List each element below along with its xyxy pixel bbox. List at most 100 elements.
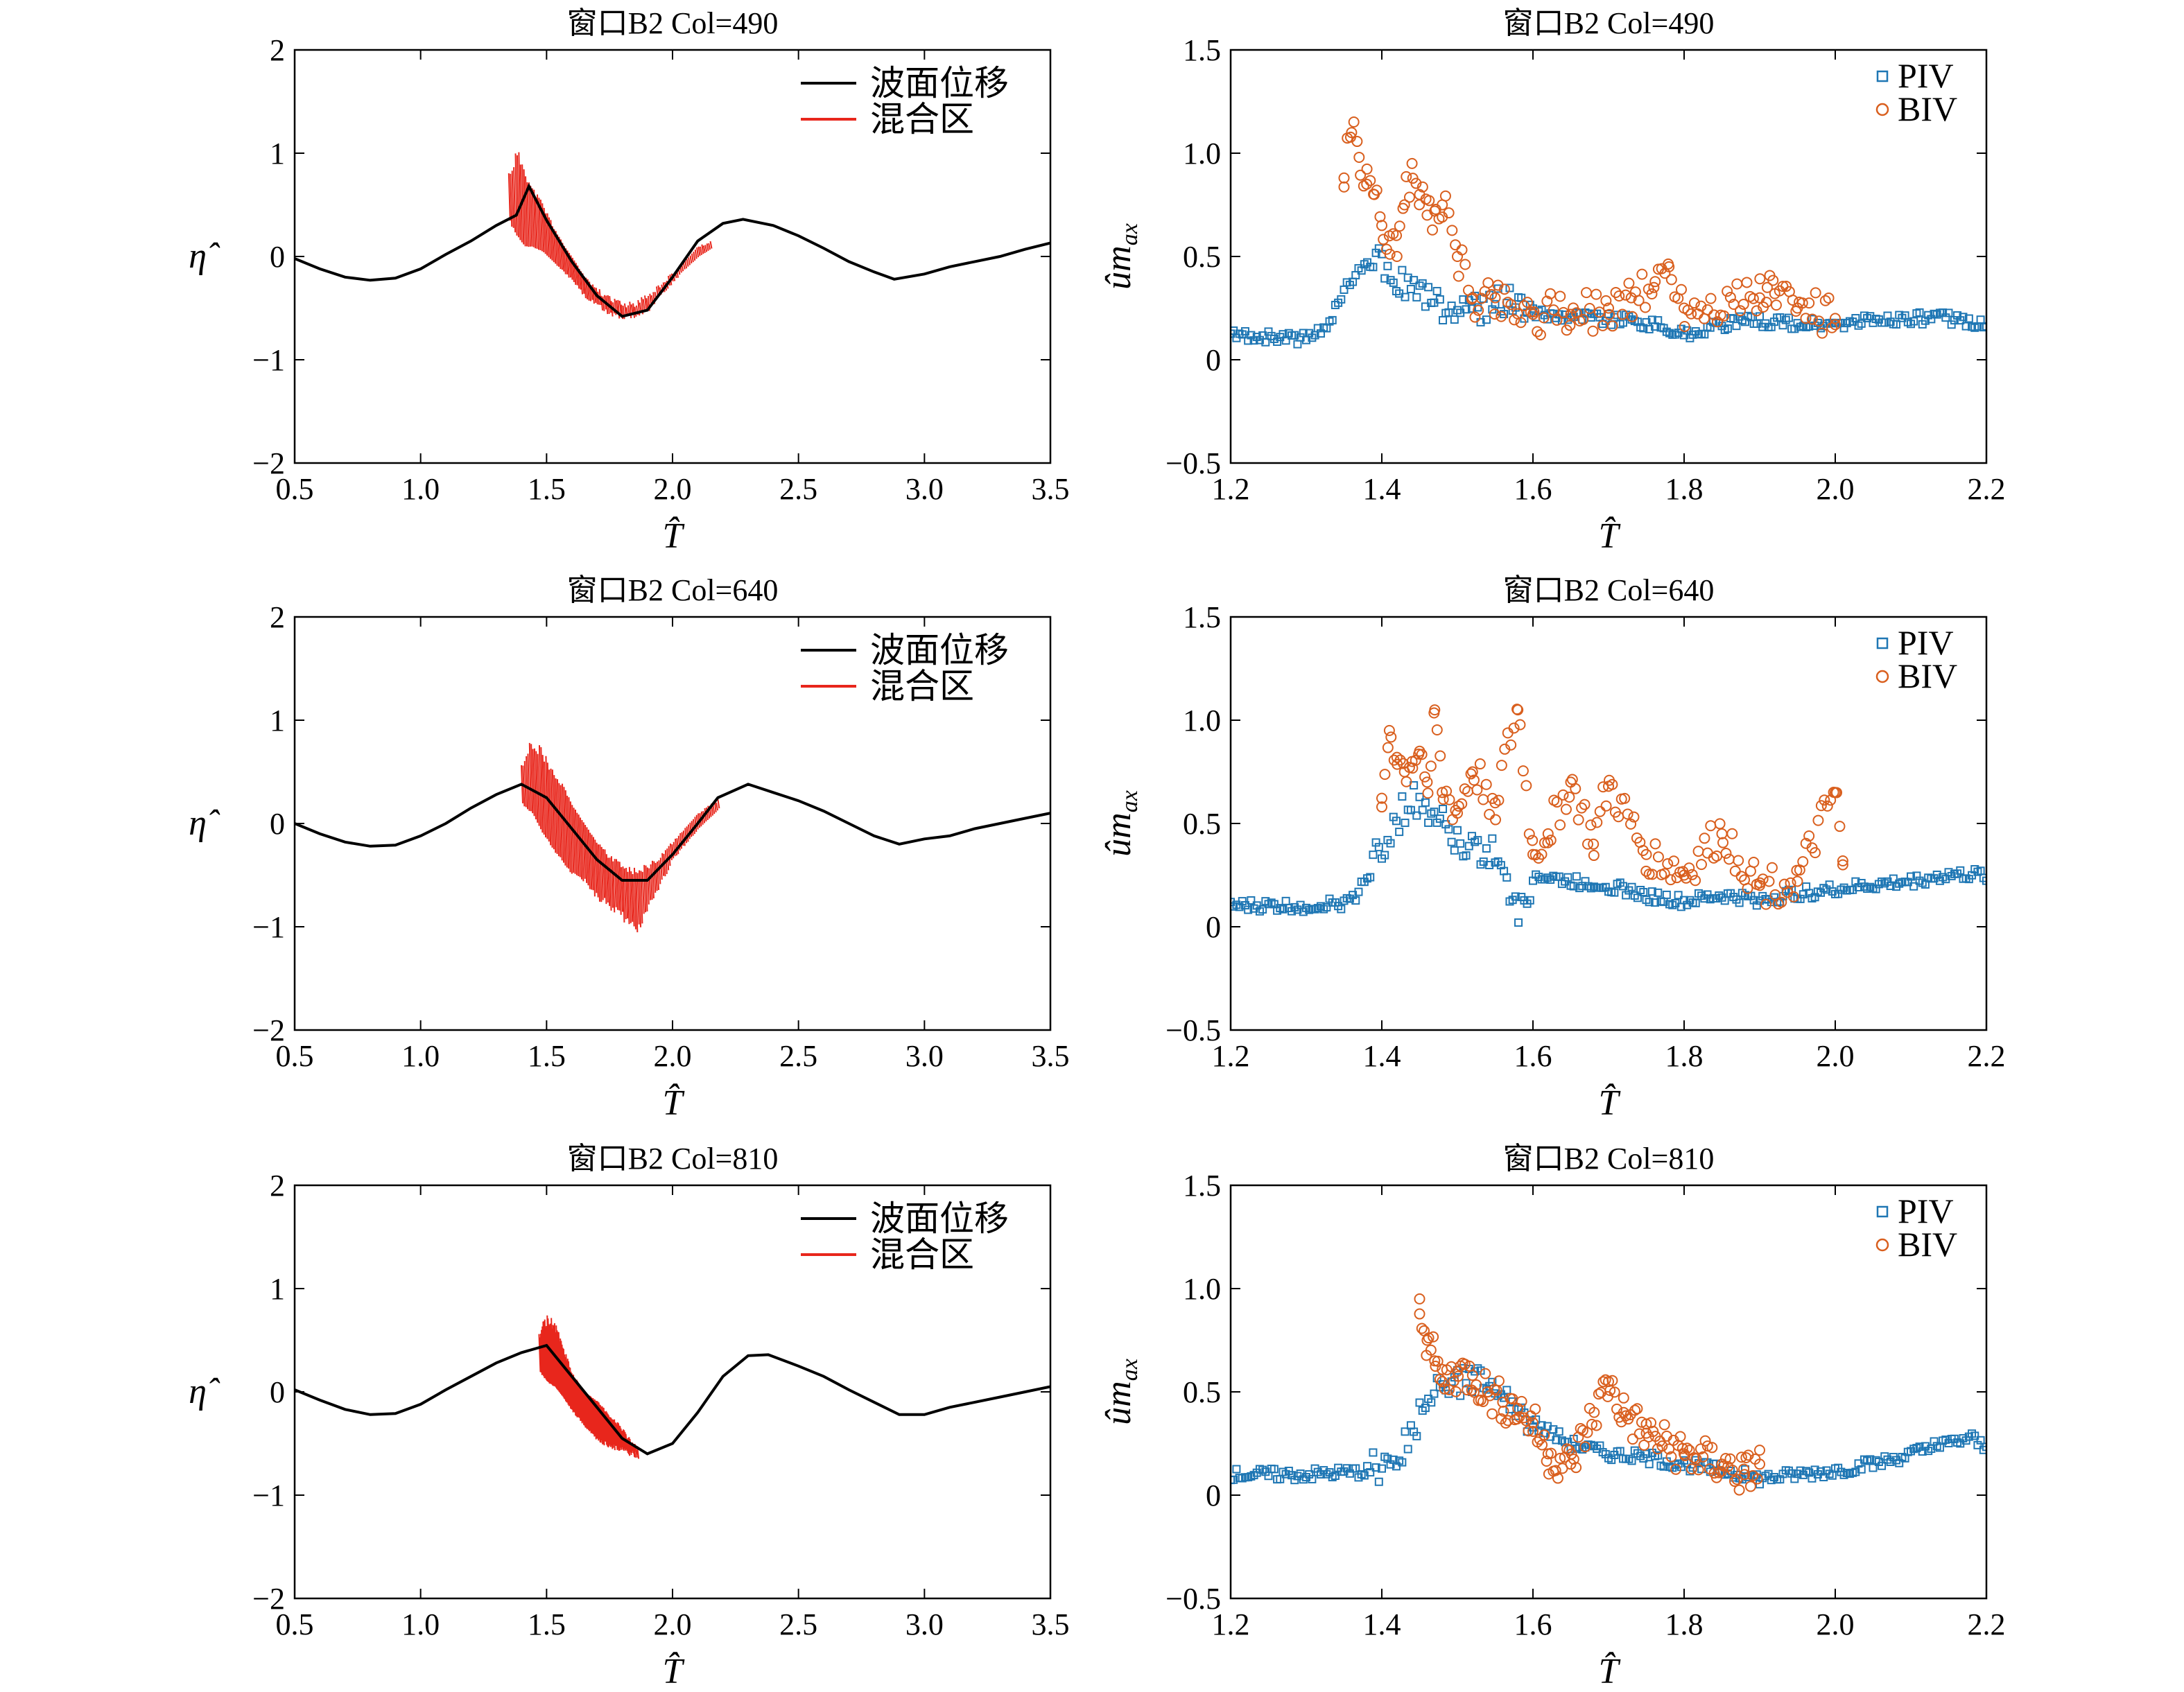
legend-piv-label: PIV — [1898, 56, 1954, 95]
mixing-stroke — [521, 164, 525, 245]
biv-point — [1423, 1332, 1435, 1344]
biv-point — [1819, 295, 1831, 306]
piv-point — [1909, 317, 1918, 326]
mixing-stroke — [696, 247, 700, 258]
piv-point — [1961, 322, 1970, 331]
biv-point — [1638, 1439, 1650, 1451]
biv-point — [1548, 304, 1559, 316]
biv-point — [1663, 261, 1675, 272]
biv-point — [1527, 835, 1539, 846]
mixing-stroke — [708, 243, 711, 250]
mixing-stroke — [562, 783, 565, 863]
piv-point — [1645, 324, 1654, 333]
biv-point — [1364, 175, 1376, 186]
biv-point — [1456, 244, 1468, 256]
biv-point — [1353, 151, 1365, 163]
mixing-stroke — [538, 745, 541, 830]
mixing-stroke — [681, 265, 684, 272]
x-tick-label: 2.2 — [1968, 472, 2006, 506]
biv-point — [1554, 290, 1566, 302]
wave-line — [295, 183, 1050, 318]
biv-point — [1394, 754, 1406, 766]
biv-point — [1462, 785, 1474, 797]
mixing-stroke — [533, 189, 537, 249]
biv-point — [1423, 195, 1435, 207]
piv-point — [1366, 1468, 1375, 1477]
x-tick-label: 0.5 — [276, 472, 314, 506]
piv-point — [1651, 898, 1660, 907]
y-tick-label: 0 — [1206, 1479, 1221, 1512]
biv-point — [1665, 874, 1676, 886]
plot-frame — [1229, 49, 1988, 464]
piv-point — [1406, 805, 1415, 814]
biv-point — [1748, 857, 1760, 869]
biv-point — [1482, 277, 1494, 288]
biv-point — [1837, 855, 1848, 867]
biv-point — [1646, 288, 1658, 300]
y-tick-label: 0 — [1206, 343, 1221, 377]
biv-point — [1539, 1429, 1550, 1441]
x-tick-label: 1.2 — [1212, 1607, 1250, 1641]
mixing-stroke — [582, 1388, 585, 1425]
biv-point — [1444, 794, 1455, 805]
mixing-stroke — [550, 768, 553, 848]
mixing-stroke — [600, 846, 604, 900]
biv-point — [1735, 305, 1747, 317]
biv-point — [1810, 287, 1821, 299]
biv-point — [1532, 326, 1543, 338]
biv-point — [1787, 295, 1799, 306]
mixing-stroke — [573, 1377, 577, 1416]
piv-point — [1369, 851, 1378, 860]
piv-point — [1964, 314, 1973, 323]
biv-point — [1577, 313, 1589, 325]
mixing-stroke — [537, 753, 540, 826]
biv-point — [1525, 306, 1536, 317]
chart-title: 窗口B2 Col=640 — [1503, 573, 1715, 607]
biv-point — [1508, 722, 1520, 734]
y-tick-label: 1.5 — [1183, 600, 1221, 634]
piv-point — [1654, 1451, 1663, 1460]
mixing-stroke — [591, 835, 594, 891]
y-tick-label: 2 — [270, 33, 285, 67]
biv-point — [1622, 808, 1633, 820]
biv-point — [1487, 1408, 1498, 1420]
mixing-stroke — [632, 873, 635, 927]
biv-point — [1609, 1386, 1620, 1398]
biv-point — [1338, 181, 1350, 193]
biv-point — [1800, 313, 1812, 324]
x-tick-label: 1.0 — [401, 1607, 440, 1641]
mixing-stroke — [605, 854, 609, 903]
piv-point — [1618, 882, 1627, 891]
mixing-stroke — [547, 1318, 551, 1384]
biv-point — [1489, 308, 1500, 320]
biv-point — [1437, 1376, 1448, 1388]
y-tick-label: −2 — [252, 1013, 285, 1047]
biv-point — [1627, 311, 1638, 322]
piv-point — [1290, 331, 1299, 340]
biv-point — [1648, 281, 1660, 293]
biv-point — [1711, 851, 1723, 862]
y-axis-label: η̂ — [189, 803, 220, 843]
piv-point — [1674, 891, 1683, 900]
biv-point — [1452, 1366, 1463, 1377]
piv-point — [1889, 874, 1898, 883]
piv-point — [1857, 319, 1866, 328]
biv-point — [1711, 316, 1723, 328]
piv-point — [1647, 887, 1656, 896]
wave-line — [295, 1343, 1050, 1456]
biv-point — [1625, 818, 1637, 830]
mixing-stroke — [616, 1422, 620, 1451]
biv-point — [1723, 853, 1735, 865]
biv-point — [1606, 320, 1618, 332]
biv-point — [1663, 1443, 1675, 1455]
mixing-stroke — [625, 867, 629, 919]
piv-point — [1645, 1460, 1654, 1469]
biv-series — [1338, 116, 1841, 341]
legend-biv-swatch — [1875, 103, 1889, 116]
mixing-stroke — [538, 1334, 541, 1372]
piv-point — [1683, 326, 1692, 335]
biv-point — [1688, 297, 1700, 309]
biv-point — [1434, 1374, 1446, 1386]
biv-point — [1471, 784, 1483, 796]
piv-point — [1654, 888, 1663, 897]
